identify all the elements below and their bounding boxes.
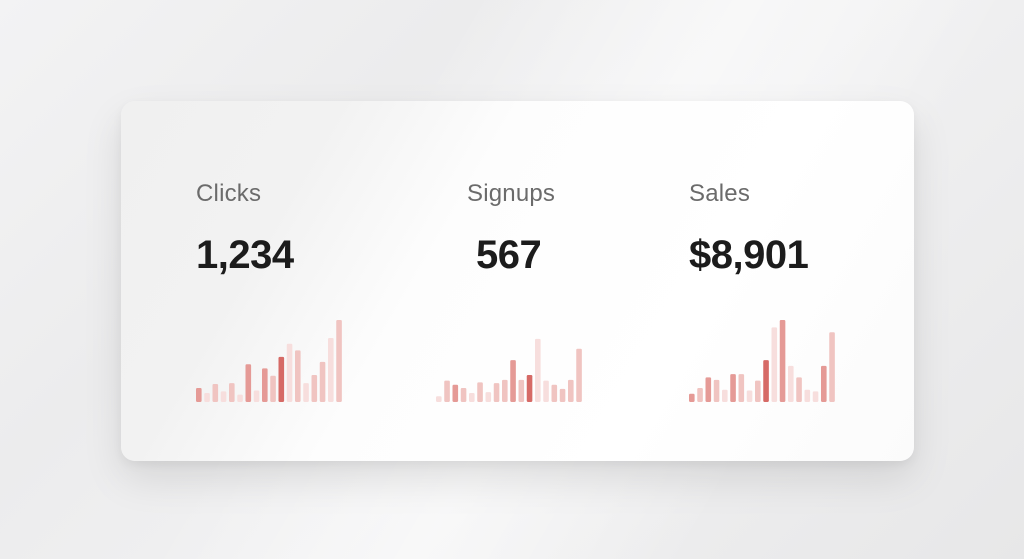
sparkline-bar	[253, 390, 260, 402]
sparkline-bar	[295, 350, 301, 402]
sparkline-bar	[796, 377, 802, 402]
sparkline-bar	[804, 389, 811, 402]
sparkline-bar	[270, 375, 276, 402]
metric-value: 1,234	[196, 233, 294, 277]
sparkline-bar	[212, 383, 219, 402]
sparkline-bar	[576, 348, 582, 402]
metric-clicks: Clicks 1,234	[196, 101, 376, 461]
metric-label: Clicks	[196, 180, 262, 207]
sparkline-bar	[559, 388, 566, 402]
sparkline-bar	[689, 393, 695, 402]
stats-card: Clicks 1,234 Signups 567 Sales $8,901	[121, 101, 914, 461]
sparkline-bar	[722, 389, 728, 402]
sparkline-bar	[812, 391, 819, 402]
metric-signups: Signups 567	[436, 101, 647, 461]
sparkline-bar	[262, 368, 268, 402]
sparkline-bar	[755, 380, 761, 402]
sparkline-bar	[551, 384, 558, 402]
sparkline-bar	[311, 374, 318, 402]
metric-value: $8,901	[689, 233, 809, 277]
sparkline-bar	[568, 379, 574, 402]
metric-label: Sales	[689, 180, 751, 207]
sparkline-bar	[196, 388, 202, 402]
sparkline-bar	[779, 320, 786, 402]
sparkline-bar	[229, 383, 235, 402]
sparkline-bar	[510, 360, 516, 402]
sparkline-bar	[452, 384, 459, 402]
sparkline-bar	[535, 338, 541, 402]
sparkline-bar	[821, 365, 827, 402]
sparkline-bar	[204, 392, 210, 402]
sparkline-bar	[303, 383, 309, 402]
sparkline-bar	[436, 396, 442, 402]
sparkline-bar	[460, 388, 467, 402]
sparkline-bar	[444, 380, 450, 402]
sparkline-bar	[328, 338, 334, 402]
sparkline-bar	[278, 356, 285, 402]
sparkline-bar	[697, 388, 703, 402]
sparkline-bar	[502, 379, 508, 402]
sparkline-bar	[286, 343, 293, 402]
sparkline-bar	[543, 380, 549, 402]
sparkline-bar	[469, 392, 475, 402]
sparkline-bar	[245, 364, 252, 402]
sparkline-bar	[220, 391, 227, 402]
sparkline-clicks	[196, 320, 342, 402]
sparkline-bar	[738, 374, 745, 402]
sparkline-bar	[336, 320, 342, 402]
sparkline-bar	[237, 394, 243, 402]
sparkline-sales	[689, 320, 835, 402]
sparkline-bar	[526, 374, 533, 402]
sparkline-bar	[788, 365, 794, 402]
sparkline-bar	[705, 377, 712, 402]
sparkline-bar	[493, 383, 500, 402]
sparkline-signups	[436, 338, 582, 402]
sparkline-bar	[319, 361, 326, 402]
sparkline-bar	[730, 374, 736, 402]
metric-sales: Sales $8,901	[689, 101, 869, 461]
sparkline-bar	[746, 390, 753, 402]
sparkline-bar	[477, 382, 483, 402]
sparkline-bar	[518, 379, 525, 402]
sparkline-bar	[829, 332, 835, 402]
sparkline-bar	[771, 327, 778, 402]
sparkline-bar	[485, 392, 492, 402]
metric-label: Signups	[467, 180, 556, 207]
sparkline-bar	[713, 379, 720, 402]
sparkline-bar	[763, 360, 769, 402]
metric-value: 567	[476, 233, 542, 277]
